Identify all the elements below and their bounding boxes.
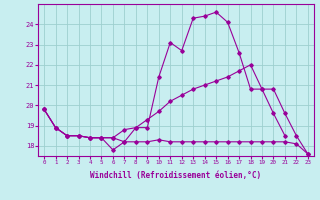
X-axis label: Windchill (Refroidissement éolien,°C): Windchill (Refroidissement éolien,°C) [91, 171, 261, 180]
